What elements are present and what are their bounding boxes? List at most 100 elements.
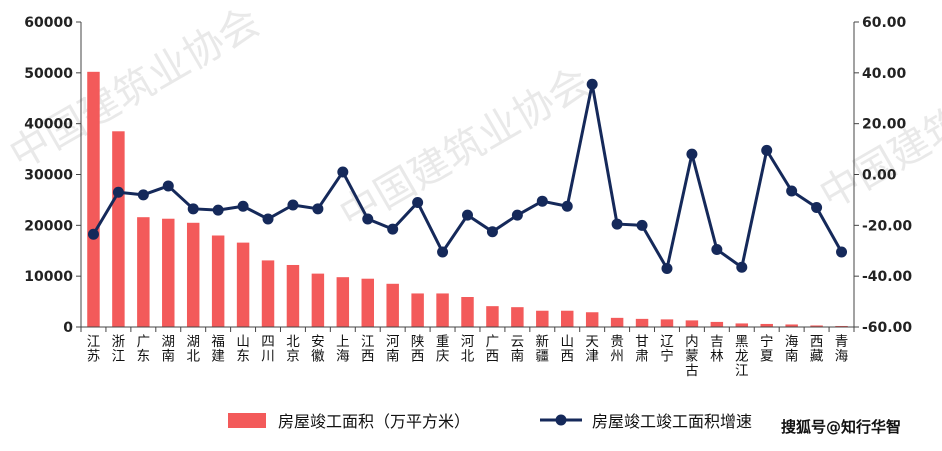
category-label-5: 湖北 [186,334,200,365]
category-label-23: 甘肃 [635,334,649,365]
category-label-11: 上海 [336,334,350,365]
y-right-tick-label: -20.00 [862,218,912,234]
bar-14 [411,293,424,327]
category-label-28: 宁夏 [760,333,774,365]
line-point-21 [586,78,598,90]
bar-26 [710,321,724,327]
line-point-6 [212,204,224,216]
category-label-16: 河北 [461,334,475,365]
bar-31 [835,325,848,327]
bar-18 [511,307,524,327]
category-label-22: 贵州 [610,334,624,365]
line-series [87,78,848,275]
bar-22 [610,317,624,327]
axes: 0 10000 20000 30000 40000 50000 60000 -60.00 -40… [24,15,912,336]
bar-1 [87,71,100,327]
bar-28 [760,323,773,327]
bar-11 [336,277,350,327]
bar-24 [660,319,674,327]
bar-21 [585,312,599,327]
category-label-8: 四川 [261,334,275,365]
category-label-24: 辽宁 [660,334,674,365]
line-point-4 [162,180,174,192]
bar-29 [785,324,798,327]
bar-15 [436,293,449,327]
line-point-28 [761,144,773,156]
line-point-10 [312,203,324,215]
y-right-tick-label: 0.00 [862,168,897,184]
legend-line-label: 房屋竣工竣工面积增速 [592,412,752,431]
line-point-27 [736,261,748,273]
category-label-30: 西藏 [810,334,824,365]
line-point-23 [636,219,648,231]
bar-2 [112,131,125,327]
line-point-17 [486,226,498,238]
bar-13 [386,283,399,327]
y-left-tick-label: 30000 [24,168,73,184]
category-label-13: 河南 [386,334,400,365]
legend: 房屋竣工面积（万平方米） 房屋竣工竣工面积增速 [228,412,752,431]
line-point-20 [561,200,573,212]
legend-bar-label: 房屋竣工面积（万平方米） [278,412,470,431]
category-label-17: 广西 [486,334,500,365]
bar-10 [311,273,325,327]
y-left-tick-label: 60000 [24,15,73,31]
bar-9 [286,264,300,327]
line-point-1 [87,228,99,240]
y-right-tick-label: 60.00 [862,15,907,31]
line-point-25 [686,148,698,160]
bar-5 [186,222,200,327]
line-point-15 [437,246,449,258]
y-left-tick-label: 10000 [24,269,73,285]
bar-17 [486,306,499,327]
line-point-8 [262,213,274,225]
credit-background [778,413,942,437]
line-point-24 [661,263,673,275]
bar-4 [162,218,175,327]
category-label-25: 内蒙古 [685,334,699,379]
line-point-14 [412,196,424,208]
line-path [92,82,843,271]
y-right-tick-label: -40.00 [862,269,912,285]
category-label-26: 吉林 [710,334,724,365]
bar-6 [211,235,225,327]
line-point-19 [536,195,548,207]
line-point-5 [187,203,199,215]
bar-23 [635,318,649,327]
category-label-1: 江苏 [87,334,101,365]
category-label-18: 云南 [511,334,525,365]
y-left-tick-label: 0 [63,320,73,336]
line-point-29 [786,185,798,197]
bar-30 [810,325,823,327]
bar-3 [137,217,150,327]
line-point-11 [337,166,349,178]
category-labels: 江苏浙江广东湖南湖北福建山东四川北京安徽上海江西河南陕西重庆河北广西云南新疆山西… [87,333,849,379]
category-label-19: 新疆 [536,334,550,365]
line-point-30 [811,202,823,214]
y-right-tick-label: 40.00 [862,66,907,82]
y-right-tick-label: 20.00 [862,117,907,133]
bar-25 [685,320,699,327]
bar-20 [561,310,574,327]
category-label-15: 重庆 [436,334,450,365]
category-label-3: 广东 [137,334,151,365]
category-label-27: 黑龙江 [735,334,749,379]
line-point-9 [287,199,299,211]
category-label-21: 天津 [585,334,599,365]
category-label-9: 北京 [286,334,300,365]
category-label-2: 浙江 [112,334,126,365]
line-point-22 [611,218,623,230]
category-label-7: 山东 [236,334,250,365]
bar-12 [361,278,374,327]
bar-19 [536,310,549,327]
y-left-tick-label: 50000 [24,66,73,82]
line-point-26 [711,243,723,255]
bar-16 [461,297,474,327]
category-label-14: 陕西 [411,334,425,365]
y-left-tick-label: 20000 [24,218,73,234]
category-label-31: 青海 [835,334,849,365]
line-point-3 [137,189,149,201]
legend-bar-swatch [228,413,266,428]
line-point-13 [387,223,399,235]
